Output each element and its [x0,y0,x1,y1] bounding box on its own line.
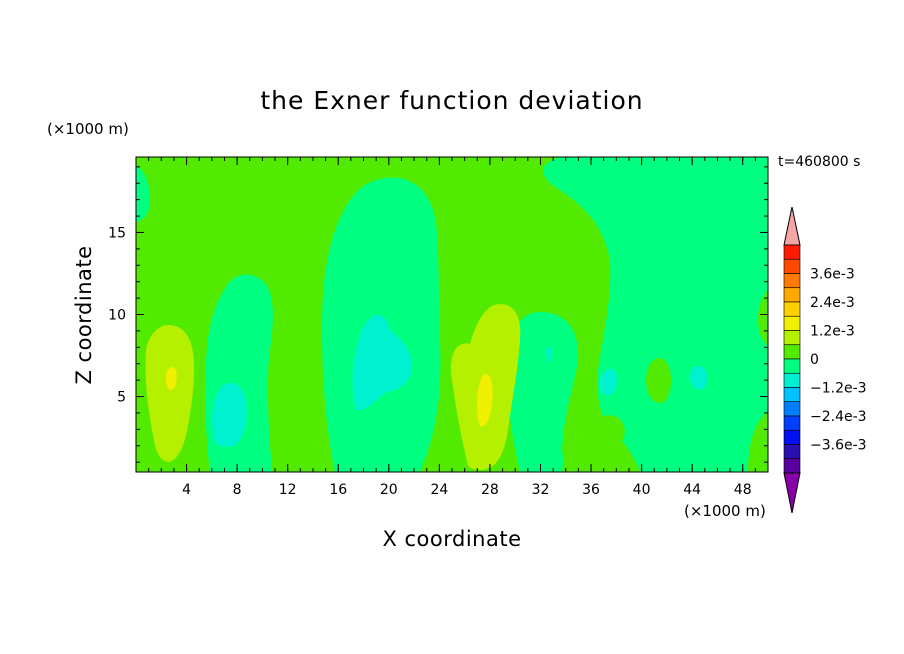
x-axis-label: X coordinate [382,527,522,551]
colorbar-box [783,301,801,317]
x-tick-label: 20 [380,482,398,498]
field-min-x32 [546,347,552,363]
colorbar-label: 3.6e-3 [810,267,855,283]
colorbar-box [783,387,801,403]
time-label: t=460800 s [778,154,861,170]
field-right-edge [758,290,768,346]
x-tick-label: 40 [633,482,651,498]
x-tick-label: 8 [233,482,242,498]
colorbar-box [783,244,801,260]
field-blob-x37 [646,358,672,403]
x-axis-unit: (×1000 m) [684,502,766,520]
x-tick-label: 44 [683,482,701,498]
colorbar-box [783,444,801,460]
colorbar-label: −3.6e-3 [810,438,867,454]
x-tick-label: 48 [734,482,752,498]
x-tick-label: 24 [430,482,448,498]
x-tick-label: 16 [329,482,347,498]
x-tick-label: 12 [279,482,297,498]
field-right-edge-low [748,412,768,472]
field-min-x38 [600,368,617,396]
contour-field [136,157,768,472]
x-tick-label: 4 [182,482,191,498]
colorbar-box [783,344,801,360]
field-min-x7 [212,382,247,447]
colorbar-box [783,315,801,331]
field-blob-x40 [596,415,625,447]
colorbar-box [783,401,801,417]
field-min-x19 [352,314,412,411]
field-bottom-patch [523,436,564,472]
field-peak-x28 [477,373,493,427]
colorbar-box [783,372,801,388]
field-left-edge [136,165,150,222]
colorbar-label: 0 [810,352,819,368]
chart-title: the Exner function deviation [260,86,644,115]
colorbar-label: 2.4e-3 [810,295,855,311]
colorbar-box [783,358,801,374]
colorbar-under-triangle [783,472,801,514]
y-axis-unit: (×1000 m) [47,120,129,138]
colorbar-label: 1.2e-3 [810,324,855,340]
field-peak-x3 [166,367,177,390]
colorbar-box [783,429,801,445]
x-tick-label: 36 [582,482,600,498]
field-upper-band [136,157,540,202]
field-min-x45 [690,365,708,390]
x-tick-label: 32 [532,482,550,498]
colorbar-box [783,258,801,274]
field-max-x3 [145,324,195,462]
y-tick-label: 15 [108,225,126,241]
colorbar-box [783,330,801,346]
colorbar-box [783,458,801,474]
colorbar-over-triangle [783,206,801,246]
y-tick-label: 5 [117,390,126,406]
colorbar-box [783,273,801,289]
colorbar-label: −2.4e-3 [810,409,867,425]
x-tick-label: 28 [481,482,499,498]
colorbar: 3.6e-3 2.4e-3 1.2e-3 0 −1.2e-3 −2.4e-3 −3.6e-3 [783,206,867,514]
colorbar-box [783,415,801,431]
y-tick-label: 10 [108,308,126,324]
colorbar-label: −1.2e-3 [810,381,867,397]
colorbar-box [783,287,801,303]
field-right-negative [543,157,768,472]
field-column-x30 [507,312,579,472]
